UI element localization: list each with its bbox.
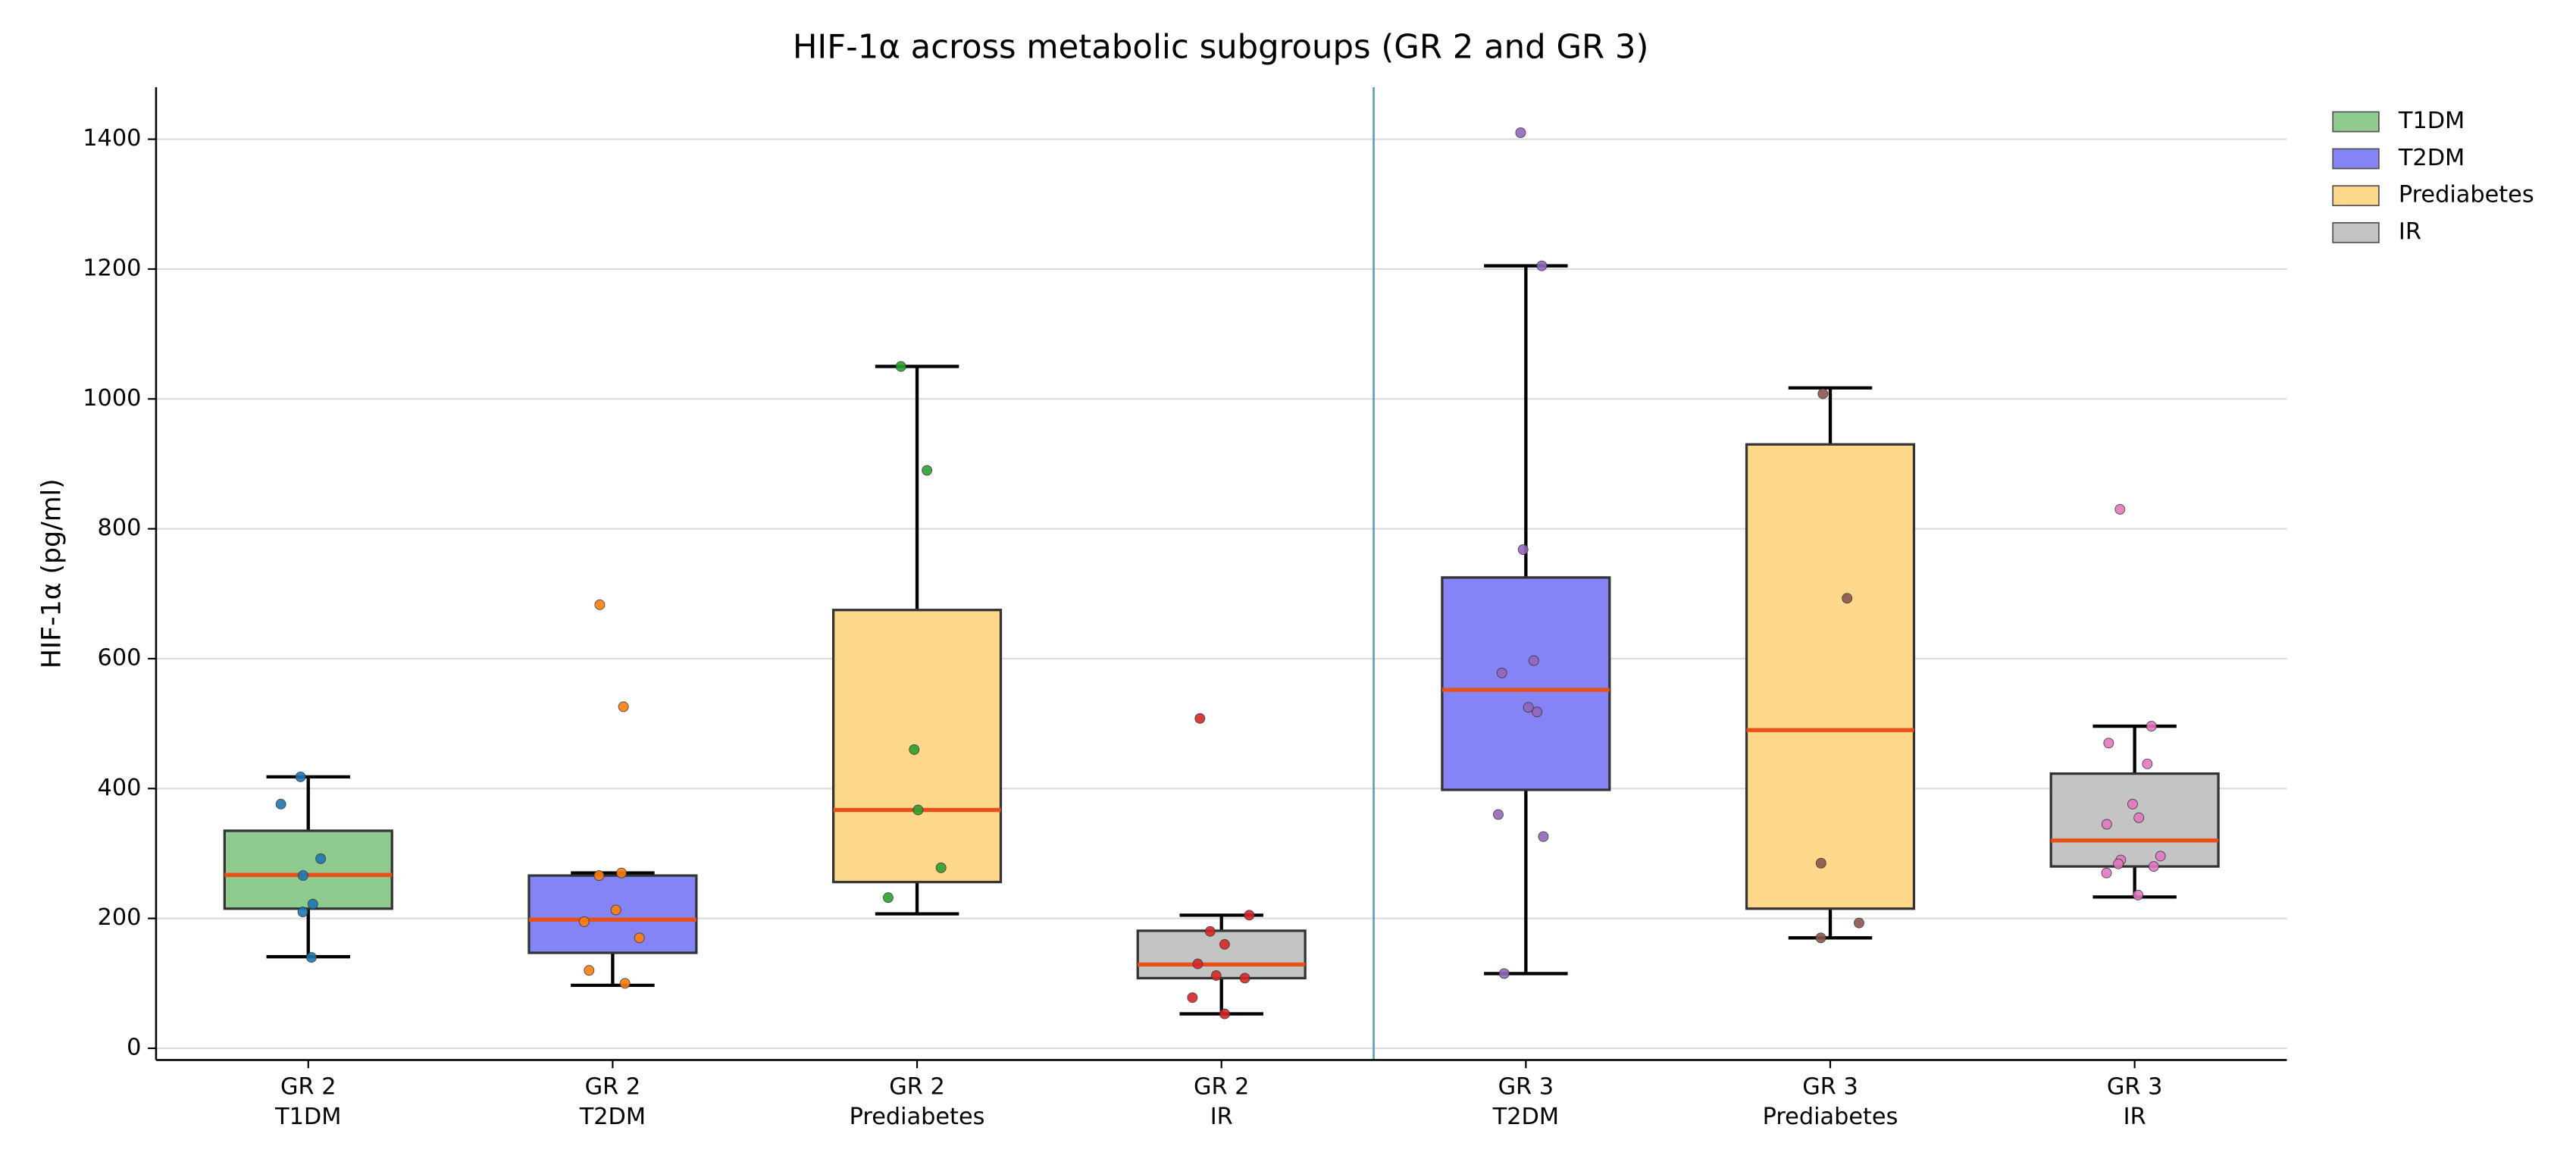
y-tick-label: 800 [98,515,142,541]
y-tick-label: 1400 [83,125,141,152]
data-point [1498,968,1510,979]
x-tick-label: IR [2124,1104,2146,1130]
data-point [298,870,308,882]
data-point [593,870,605,882]
data-point [306,952,317,963]
y-axis-label: HIF-1α (pg/ml) [36,478,67,669]
data-point [935,862,947,873]
data-point [912,804,924,816]
data-point [1496,667,1507,678]
data-point [619,978,631,989]
data-point [895,361,906,372]
data-point [1854,917,1864,929]
data-point [2127,798,2138,810]
data-point [584,965,595,976]
data-point [307,898,318,910]
data-point [1210,970,1222,981]
data-point [1532,706,1543,718]
legend-label: IR [2399,218,2421,245]
data-point [594,599,606,610]
data-point [1815,857,1826,869]
data-point [1219,938,1230,950]
data-point [315,853,327,864]
y-tick-label: 200 [98,904,142,931]
x-tick-label: GR 3 [1802,1074,1858,1101]
data-point [2133,812,2145,823]
x-tick-label: GR 2 [1194,1074,1250,1101]
box [1136,929,1307,980]
box [527,874,698,954]
data-point [2101,867,2112,879]
data-point [1239,973,1250,984]
y-tick-label: 1000 [83,385,141,412]
legend-label: T1DM [2398,108,2465,134]
data-point [2146,721,2157,732]
data-point [1204,926,1216,937]
data-point [2133,889,2144,900]
data-point [1538,831,1549,842]
data-point [1194,713,1206,724]
x-tick-label: T2DM [579,1104,646,1130]
data-point [1515,127,1526,139]
data-point [1517,544,1529,555]
data-point [616,867,627,879]
data-point [1244,910,1255,921]
data-point [2101,819,2112,830]
legend-label: T2DM [2398,145,2465,171]
data-point [2142,758,2153,769]
data-point [297,907,308,918]
data-point [2113,858,2124,869]
legend-swatch [2332,185,2380,207]
data-point [1219,1008,1230,1019]
box [1441,576,1611,791]
chart-title: HIF-1α across metabolic subgroups (GR 2 … [793,29,1649,67]
y-tick-label: 400 [98,775,142,801]
data-point [618,701,629,713]
x-tick-label: GR 2 [280,1074,336,1101]
legend-label: Prediabetes [2399,182,2534,208]
data-point [882,892,894,904]
box [223,829,393,910]
y-tick-label: 0 [127,1034,141,1060]
data-point [1523,702,1534,713]
data-point [2114,503,2126,515]
data-point [1192,958,1203,969]
data-point [634,932,645,944]
x-tick-label: Prediabetes [1763,1104,1898,1130]
x-tick-label: GR 3 [2107,1074,2163,1101]
data-point [2155,850,2166,862]
data-point [275,798,286,810]
data-point [578,916,590,927]
data-point [909,744,920,755]
x-tick-label: GR 2 [585,1074,641,1101]
x-tick-label: GR 2 [889,1074,945,1101]
y-tick-label: 1200 [83,255,141,281]
legend-swatch [2332,148,2380,170]
data-point [922,465,933,476]
data-point [1536,260,1548,271]
legend-swatch [2332,222,2380,243]
data-point [1817,388,1829,399]
x-tick-label: T1DM [274,1104,341,1130]
data-point [1187,992,1198,1004]
data-point [1493,809,1504,820]
x-tick-label: Prediabetes [850,1104,985,1130]
data-point [1815,932,1826,944]
box [1745,443,1916,910]
data-point [2103,738,2114,749]
x-tick-label: IR [1210,1104,1233,1130]
data-point [610,904,621,916]
legend-swatch [2332,111,2380,133]
data-point [1842,593,1853,604]
data-point [295,771,306,782]
x-tick-label: T2DM [1492,1104,1559,1130]
data-point [2148,861,2159,872]
y-tick-label: 600 [98,644,142,671]
data-point [1528,655,1539,666]
x-tick-label: GR 3 [1498,1074,1554,1101]
